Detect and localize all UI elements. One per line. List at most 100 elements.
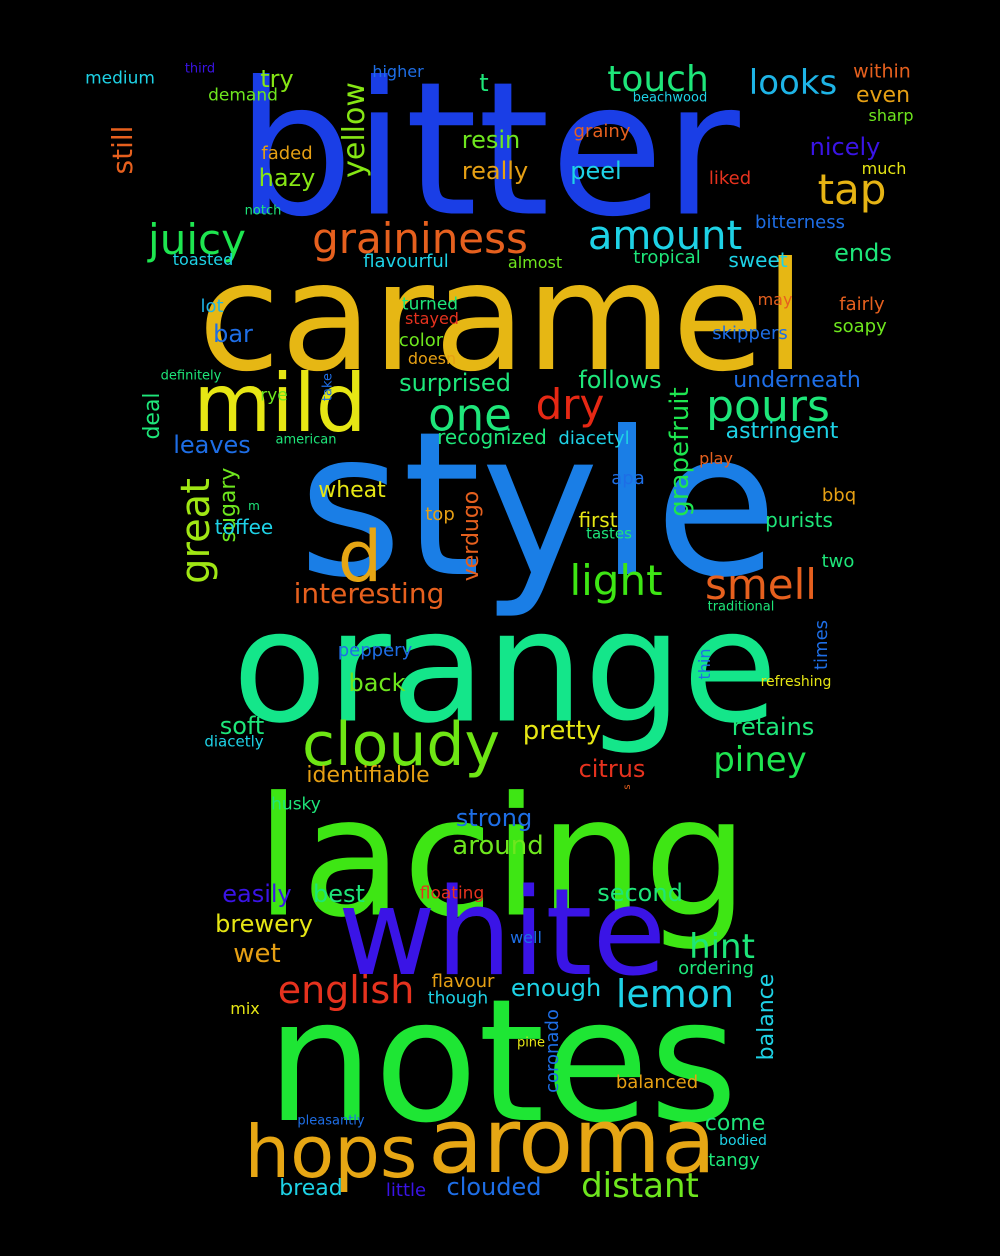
word-toffee: toffee xyxy=(214,515,274,539)
word-come: come xyxy=(704,1111,766,1136)
word-s: s xyxy=(622,784,633,790)
word-floating: floating xyxy=(419,883,485,904)
word-dry: dry xyxy=(535,380,605,429)
word-try: try xyxy=(260,65,294,93)
word-hint: hint xyxy=(689,927,755,967)
word-hazy: hazy xyxy=(258,164,316,192)
word-smell: smell xyxy=(705,560,817,609)
word-bread: bread xyxy=(279,1176,343,1201)
word-fairly: fairly xyxy=(839,294,885,315)
word-pleasantly: pleasantly xyxy=(297,1113,365,1129)
word-hops: hops xyxy=(244,1110,418,1194)
word-verdugo: verdugo xyxy=(459,490,484,582)
word-top: top xyxy=(425,504,455,525)
word-orange: orange xyxy=(232,576,778,758)
word-liked: liked xyxy=(708,168,752,189)
word-great: great xyxy=(173,478,219,584)
word-grainy: grainy xyxy=(573,121,631,142)
word-turned: turned xyxy=(401,294,459,315)
word-m: m xyxy=(248,499,260,513)
word-skippers: skippers xyxy=(712,323,788,344)
word-ends: ends xyxy=(834,239,892,267)
word-peppery: peppery xyxy=(337,640,413,661)
word-apa: apa xyxy=(611,468,645,489)
word-interesting: interesting xyxy=(293,577,445,610)
word-bitterness: bitterness xyxy=(755,212,845,233)
word-traditional: traditional xyxy=(707,599,775,615)
word-almost: almost xyxy=(507,253,563,272)
word-leaves: leaves xyxy=(173,431,251,459)
word-ordering: ordering xyxy=(678,958,754,979)
word-pretty: pretty xyxy=(522,716,602,746)
word-deal: deal xyxy=(140,392,165,440)
word-second: second xyxy=(597,879,683,907)
word-enough: enough xyxy=(510,974,602,1002)
word-little: little xyxy=(385,1180,427,1201)
word-flavourful: flavourful xyxy=(363,251,449,272)
word-higher: higher xyxy=(372,62,424,81)
word-piney: piney xyxy=(713,740,807,780)
word-times: times xyxy=(811,619,832,671)
word-lacing: lacing xyxy=(255,761,749,954)
word-looks: looks xyxy=(748,63,838,103)
word-recognized: recognized xyxy=(437,425,547,449)
word-demand: demand xyxy=(208,85,278,106)
word-still: still xyxy=(106,125,139,175)
word-bbq: bbq xyxy=(821,485,857,506)
word-bodied: bodied xyxy=(719,1133,767,1149)
word-notch: notch xyxy=(244,203,282,219)
word-third: third xyxy=(184,61,216,77)
word-play: play xyxy=(699,449,733,468)
word-cloudy: cloudy xyxy=(302,710,500,780)
word-aroma: aroma xyxy=(427,1089,717,1194)
word-d: d xyxy=(337,516,383,598)
word-grapefruit: grapefruit xyxy=(665,387,695,517)
word-american: american xyxy=(275,432,337,448)
word-resin: resin xyxy=(461,126,521,154)
word-amount: amount xyxy=(587,213,743,259)
word-toasted: toasted xyxy=(172,250,234,269)
word-distant: distant xyxy=(581,1166,699,1206)
word-lemon: lemon xyxy=(615,972,735,1016)
word-take: take xyxy=(320,372,336,402)
word-astringent: astringent xyxy=(725,419,839,444)
word-style: style xyxy=(298,389,778,622)
word-tropical: tropical xyxy=(633,247,701,268)
word-sweet: sweet xyxy=(728,248,788,272)
word-brewery: brewery xyxy=(215,910,313,938)
word-tangy: tangy xyxy=(708,1150,760,1171)
word-light: light xyxy=(569,556,663,605)
word-flavour: flavour xyxy=(431,971,495,992)
word-medium: medium xyxy=(85,68,155,89)
word-even: even xyxy=(855,83,911,108)
word-much: much xyxy=(861,159,907,178)
word-sharp: sharp xyxy=(868,106,914,125)
word-first: first xyxy=(578,508,618,532)
word-rye: rye xyxy=(260,385,288,406)
word-nicely: nicely xyxy=(809,133,881,161)
word-citrus: citrus xyxy=(578,755,646,783)
word-touch: touch xyxy=(607,59,709,100)
word-diacetly: diacetly xyxy=(204,732,264,751)
word-beachwood: beachwood xyxy=(632,90,708,106)
word-mix: mix xyxy=(230,999,260,1018)
word-faded: faded xyxy=(261,143,313,164)
word-well: well xyxy=(510,928,542,947)
word-surprised: surprised xyxy=(399,369,511,397)
word-balance: balance xyxy=(754,973,779,1061)
word-wheat: wheat xyxy=(318,478,386,503)
word-white: white xyxy=(337,864,667,1003)
word-peel: peel xyxy=(570,157,622,185)
word-thin: thin xyxy=(695,648,714,680)
word-underneath: underneath xyxy=(733,368,861,393)
word-one: one xyxy=(428,388,512,442)
word-wet: wet xyxy=(233,939,281,969)
word-may: may xyxy=(757,290,793,309)
word-juicy: juicy xyxy=(148,215,246,264)
word-husky: husky xyxy=(271,794,321,815)
word-retains: retains xyxy=(731,713,815,741)
word-soft: soft xyxy=(219,712,265,740)
word-doesn: doesn xyxy=(407,349,457,368)
word-bar: bar xyxy=(213,320,253,348)
